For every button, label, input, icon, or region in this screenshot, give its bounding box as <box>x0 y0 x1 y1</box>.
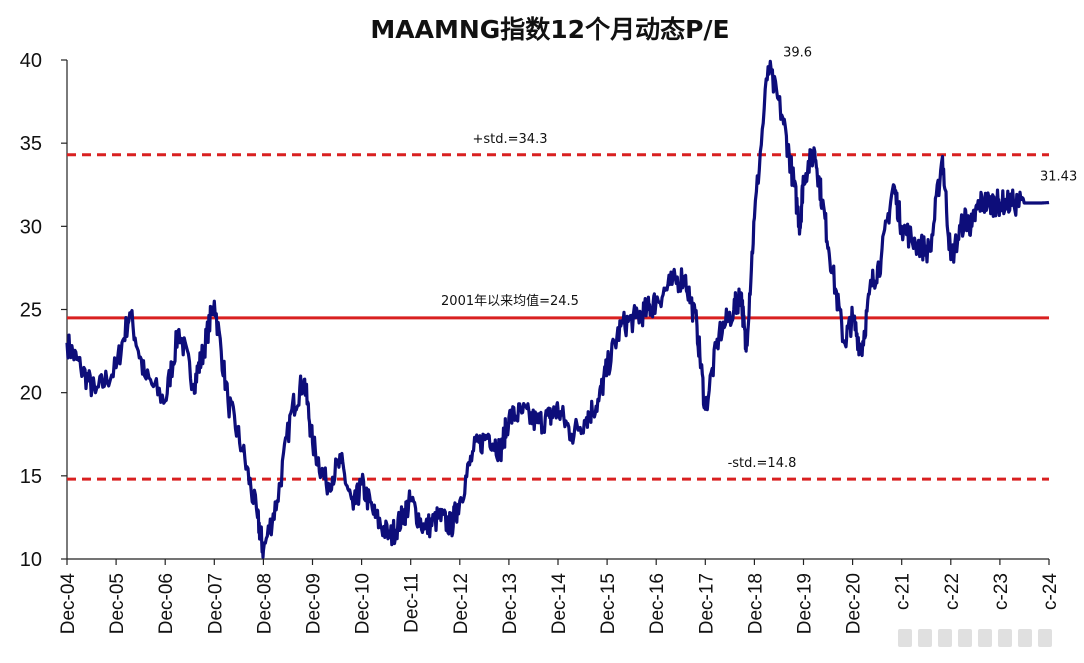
x-tick-label: Dec-12 <box>451 573 472 634</box>
x-tick-label: Dec-17 <box>696 573 717 634</box>
x-tick-label: Dec-14 <box>549 573 570 635</box>
x-tick-label: Dec-16 <box>647 573 668 634</box>
x-tick-label: Dec-04 <box>58 573 79 635</box>
reference-line-label: +std.=34.3 <box>473 132 548 147</box>
x-tick-label: Dec-07 <box>205 573 226 634</box>
x-tick-label: Dec-06 <box>156 573 177 634</box>
y-tick-label: 15 <box>20 466 42 488</box>
x-tick-label: Dec-19 <box>795 573 816 634</box>
x-tick-label: c-22 <box>942 573 963 610</box>
x-tick-label: c-21 <box>893 573 914 610</box>
y-tick-label: 20 <box>20 383 42 405</box>
y-tick-label: 10 <box>20 549 42 571</box>
chart-title: MAAMNG指数12个月动态P/E <box>370 15 730 44</box>
x-tick-label: Dec-15 <box>598 573 619 634</box>
reference-line-label: 2001年以来均值=24.5 <box>441 293 579 309</box>
reference-line-label: -std.=14.8 <box>728 456 797 471</box>
y-tick-label: 40 <box>20 50 42 72</box>
x-tick-label: Dec-10 <box>353 573 374 634</box>
reference-lines <box>67 153 1049 481</box>
x-tick-label: Dec-09 <box>304 573 325 634</box>
y-tick-label: 30 <box>20 216 42 238</box>
data-label: 39.6 <box>783 46 812 61</box>
axes: 10 15 20 25 30 35 40 Dec-04 Dec-05 Dec-06 Dec-07 De… <box>20 50 1061 634</box>
x-tick-label: Dec-08 <box>254 573 275 634</box>
x-tick-label: c-23 <box>991 573 1012 610</box>
annotation-labels: +std.=34.3 2001年以来均值=24.5 -std.=14.8 39.6 31… <box>441 46 1077 472</box>
watermark-logo <box>892 623 1076 653</box>
pe-series-line <box>65 59 1051 559</box>
x-tick-label: Dec-13 <box>500 573 521 634</box>
y-tick-label: 25 <box>20 300 42 322</box>
x-tick-label: Dec-20 <box>844 573 865 634</box>
x-tick-label: Dec-05 <box>107 573 128 634</box>
x-tick-label: c-24 <box>1040 573 1061 610</box>
series-layer <box>65 59 1051 559</box>
y-tick-label: 35 <box>20 133 42 155</box>
x-tick-label: Dec-11 <box>402 573 423 633</box>
x-tick-label: Dec-18 <box>745 573 766 634</box>
data-label: 31.43 <box>1040 170 1077 185</box>
